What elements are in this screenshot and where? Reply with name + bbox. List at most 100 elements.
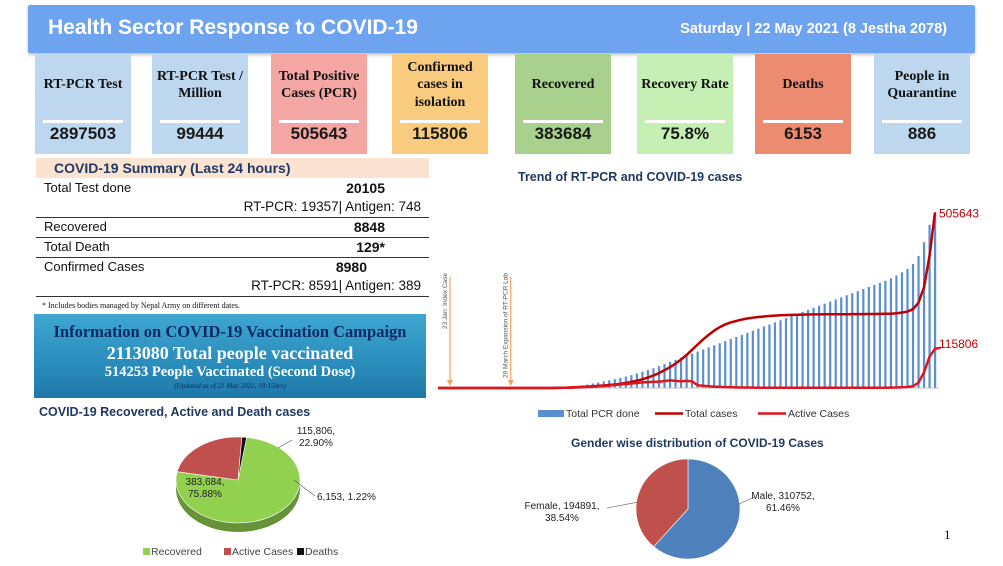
pcr-bar (829, 301, 832, 388)
stat-label: People in Quarantine (887, 68, 957, 102)
divider (36, 217, 429, 218)
stat-label: Confirmed cases in isolation (407, 59, 473, 110)
pcr-bar (757, 328, 760, 388)
recovered-value: 8848 (353, 219, 385, 235)
summary-title: COVID-19 Summary (Last 24 hours) (36, 158, 429, 178)
pcr-bar (724, 341, 727, 388)
pcr-bar (806, 309, 810, 388)
pcr-bar (751, 330, 754, 388)
legend-swatch (224, 548, 231, 555)
pcr-bar (812, 307, 815, 388)
recovered-label: Recovered (44, 219, 107, 234)
pcr-bar (911, 264, 915, 388)
pcr-bar (646, 369, 650, 388)
legend-label: Recovered (151, 546, 202, 558)
stat-value: 2897503 (49, 124, 117, 143)
pcr-bar (679, 357, 683, 388)
stat-divider (523, 120, 603, 123)
pcr-bar (702, 349, 705, 388)
gender-pie-title: Gender wise distribution of COVID-19 Cas… (571, 436, 824, 450)
pcr-bar (674, 359, 677, 388)
death-value: 129* (356, 239, 385, 255)
pcr-bar (768, 324, 771, 388)
pcr-bar (773, 322, 777, 388)
stat-label: RT-PCR Test / Million (156, 68, 244, 102)
legend-swatch (538, 410, 564, 417)
pie-slice-side (176, 479, 300, 532)
legend-label: Deaths (305, 546, 338, 558)
total-test-breakdown: RT-PCR: 19357| Antigen: 748 (243, 199, 421, 214)
pie-slice (176, 436, 243, 481)
stat-value: 383684 (534, 124, 592, 143)
trend-chart-title: Trend of RT-PCR and COVID-19 cases (518, 170, 743, 184)
stat-card: Recovery Rate 75.8% (637, 54, 733, 154)
pcr-bar (707, 347, 710, 388)
total-test-label: Total Test done (44, 180, 132, 195)
stat-divider (645, 120, 725, 123)
stat-card: Recovered 383684 (515, 54, 611, 154)
stat-divider (763, 120, 843, 123)
pie-slice (635, 458, 689, 548)
stat-card: Confirmed cases in isolation 115806 (392, 54, 488, 154)
pcr-bar (889, 278, 893, 388)
confirmed-breakdown: RT-PCR: 8591| Antigen: 389 (251, 278, 421, 293)
vaccination-title: Information on COVID-19 Vaccination Camp… (53, 322, 407, 341)
page-title: Health Sector Response to COVID-19 (48, 16, 418, 39)
active-cases-annotation: 115806 (939, 337, 978, 351)
stat-card: RT-PCR Test 2897503 (35, 54, 131, 154)
trend-chart: 23 Jan: Index Case 29 March Expansion of … (438, 206, 979, 420)
vaccination-updated: (Updated as of 21 May 2021, 18:15hrs) (174, 382, 286, 390)
stat-label: Recovered (531, 77, 595, 93)
divider (36, 237, 429, 238)
stat-label: RT-PCR Test (43, 77, 123, 93)
outcome-pie-chart: 383,684, 75.88% 115,806, 22.90% 6,153, 1.22%… (143, 426, 376, 558)
pcr-bar (718, 343, 721, 388)
stat-divider (160, 120, 240, 123)
pcr-bar (685, 355, 688, 388)
pcr-bar (818, 305, 821, 388)
vaccination-second-dose: 514253 People Vaccinated (Second Dose) (104, 364, 356, 380)
leader-line (293, 479, 316, 497)
stat-card: RT-PCR Test / Million 99444 (152, 54, 248, 154)
pcr-bar (735, 336, 738, 388)
pcr-bar (906, 268, 909, 388)
stat-card: Deaths 6153 (755, 54, 851, 154)
legend-label: Total cases (685, 408, 738, 420)
legend-label: Active Cases (788, 408, 849, 420)
pie-label-recovered: 383,684, 75.88% (186, 477, 225, 500)
stat-label: Deaths (782, 77, 824, 93)
legend-label: Total PCR done (566, 408, 640, 420)
pcr-bar (878, 282, 881, 388)
pcr-bar (779, 320, 782, 388)
report-date: Saturday | 22 May 2021 (8 Jestha 2078) (680, 21, 947, 37)
pcr-bar (784, 318, 788, 388)
pcr-bar (856, 291, 859, 388)
stat-divider (882, 120, 962, 123)
pcr-bar (652, 368, 655, 388)
pcr-bar (834, 299, 837, 388)
outcome-pie-title: COVID-19 Recovered, Active and Death cas… (39, 405, 311, 419)
stat-divider (400, 120, 480, 123)
pcr-bar (934, 212, 937, 388)
pcr-bar (867, 286, 870, 388)
pcr-bar (746, 332, 749, 388)
pcr-bar (900, 272, 904, 388)
legend-label: Active Cases (232, 546, 293, 558)
active-cases-line (438, 346, 941, 390)
legend-swatch (297, 548, 304, 555)
pcr-bar (801, 311, 804, 388)
pcr-bar (729, 339, 732, 388)
confirmed-value: 8980 (335, 259, 367, 275)
pie-label-active: 115,806, 22.90% (297, 426, 335, 449)
pcr-bar (895, 275, 898, 388)
stat-label: Total Positive Cases (PCR) (278, 68, 360, 102)
pcr-bar (928, 224, 931, 388)
pcr-bar (795, 314, 799, 388)
stat-value: 115806 (412, 124, 468, 143)
pcr-bar (823, 303, 826, 388)
stat-card: People in Quarantine 886 (874, 54, 970, 154)
death-label: Total Death (44, 239, 110, 254)
stat-value: 99444 (176, 124, 224, 143)
total-cases-annotation: 505643 (939, 206, 979, 220)
pcr-bar (663, 364, 666, 388)
